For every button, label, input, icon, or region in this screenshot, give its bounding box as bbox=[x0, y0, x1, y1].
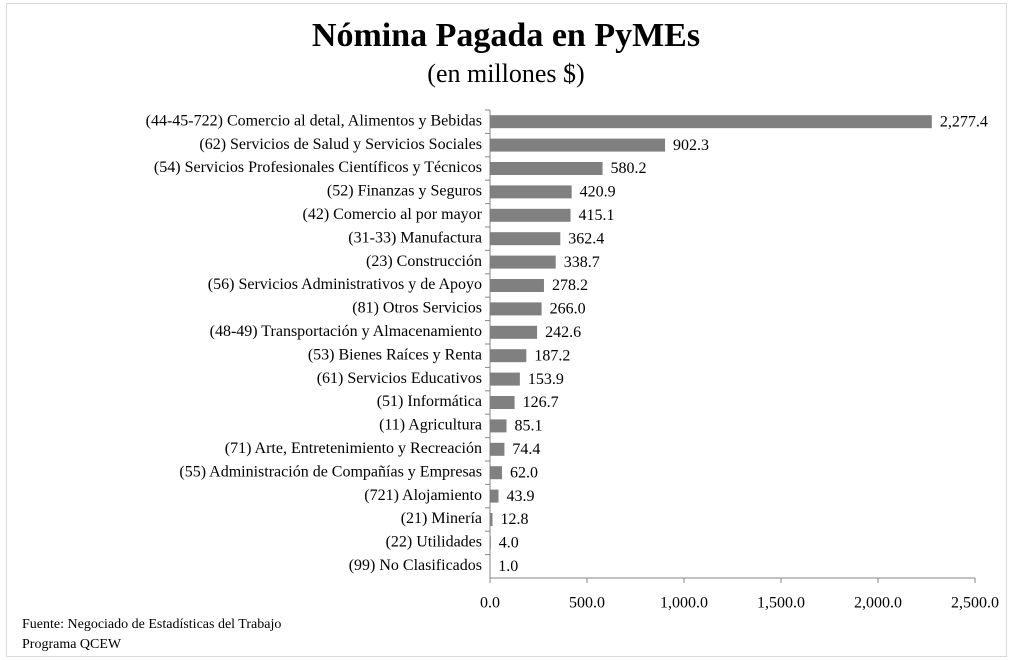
bar bbox=[490, 115, 932, 129]
y-tick-label: (51) Informática bbox=[377, 393, 482, 410]
source-note: Fuente: Negociado de Estadísticas del Tr… bbox=[22, 617, 281, 632]
value-label: 153.9 bbox=[528, 371, 564, 388]
value-label: 126.7 bbox=[523, 394, 559, 411]
value-label: 278.2 bbox=[552, 277, 588, 294]
value-label: 266.0 bbox=[550, 301, 586, 318]
bar bbox=[490, 489, 499, 503]
value-label: 85.1 bbox=[515, 418, 543, 435]
y-tick-label: (44-45-722) Comercio al detal, Alimentos… bbox=[146, 112, 482, 129]
bar bbox=[490, 349, 527, 363]
bar bbox=[490, 208, 571, 222]
chart-title: Nómina Pagada en PyMEs bbox=[312, 17, 700, 54]
value-label: 420.9 bbox=[580, 184, 616, 201]
y-tick-label: (23) Construcción bbox=[366, 253, 482, 270]
y-tick-label: (22) Utilidades bbox=[386, 534, 482, 551]
value-label: 362.4 bbox=[568, 230, 604, 247]
value-label: 338.7 bbox=[564, 254, 600, 271]
y-tick-label: (42) Comercio al por mayor bbox=[303, 206, 483, 223]
bar bbox=[490, 138, 666, 152]
y-tick-label: (21) Minería bbox=[401, 510, 482, 527]
y-tick-label: (56) Servicios Administrativos y de Apoy… bbox=[208, 276, 482, 293]
bar bbox=[490, 325, 538, 339]
bar bbox=[490, 442, 505, 456]
y-tick-label: (31-33) Manufactura bbox=[348, 229, 482, 246]
bar bbox=[490, 419, 507, 433]
y-tick-label: (11) Agricultura bbox=[379, 417, 482, 434]
y-tick-label: (99) No Clasificados bbox=[349, 557, 482, 574]
bar bbox=[490, 279, 544, 292]
y-tick-label: (61) Servicios Educativos bbox=[317, 370, 482, 387]
x-tick-label: 1,000.0 bbox=[660, 595, 708, 612]
value-label: 74.4 bbox=[512, 441, 540, 458]
value-label: 415.1 bbox=[579, 207, 615, 224]
y-tick-label: (52) Finanzas y Seguros bbox=[327, 183, 482, 200]
source-note: Programa QCEW bbox=[22, 637, 122, 652]
y-tick-label: (721) Alojamiento bbox=[364, 487, 482, 504]
y-tick-label: (53) Bienes Raíces y Renta bbox=[308, 346, 482, 363]
bar bbox=[490, 162, 603, 175]
bar bbox=[490, 513, 493, 526]
x-tick-label: 0.0 bbox=[480, 595, 500, 612]
bar bbox=[490, 372, 520, 386]
value-label: 902.3 bbox=[673, 137, 709, 154]
bar bbox=[490, 232, 561, 246]
y-tick-label: (81) Otros Servicios bbox=[352, 300, 482, 317]
value-label: 4.0 bbox=[499, 535, 519, 552]
value-label: 43.9 bbox=[507, 488, 535, 505]
x-tick-label: 2,000.0 bbox=[854, 595, 902, 612]
value-label: 12.8 bbox=[500, 511, 528, 528]
value-label: 242.6 bbox=[545, 324, 581, 341]
bar bbox=[490, 536, 491, 550]
value-label: 62.0 bbox=[510, 464, 538, 481]
x-tick-label: 500.0 bbox=[569, 595, 605, 612]
y-tick-label: (71) Arte, Entretenimiento y Recreación bbox=[225, 440, 482, 457]
y-tick-label: (62) Servicios de Salud y Servicios Soci… bbox=[199, 136, 482, 153]
y-tick-label: (54) Servicios Profesionales Científicos… bbox=[154, 159, 482, 176]
value-label: 2,277.4 bbox=[940, 113, 988, 130]
y-tick-label: (55) Administración de Compañías y Empre… bbox=[179, 463, 482, 480]
x-tick-label: 2,500.0 bbox=[951, 595, 999, 612]
bar bbox=[490, 302, 542, 316]
bar bbox=[490, 255, 556, 269]
chart-subtitle: (en millones $) bbox=[427, 59, 584, 88]
value-label: 580.2 bbox=[611, 160, 647, 177]
bar bbox=[490, 466, 503, 480]
value-label: 187.2 bbox=[534, 347, 570, 364]
bar bbox=[490, 185, 572, 199]
x-tick-label: 1,500.0 bbox=[757, 595, 805, 612]
y-tick-label: (48-49) Transportación y Almacenamiento bbox=[210, 323, 482, 340]
bar bbox=[490, 396, 515, 409]
value-label: 1.0 bbox=[498, 558, 518, 575]
